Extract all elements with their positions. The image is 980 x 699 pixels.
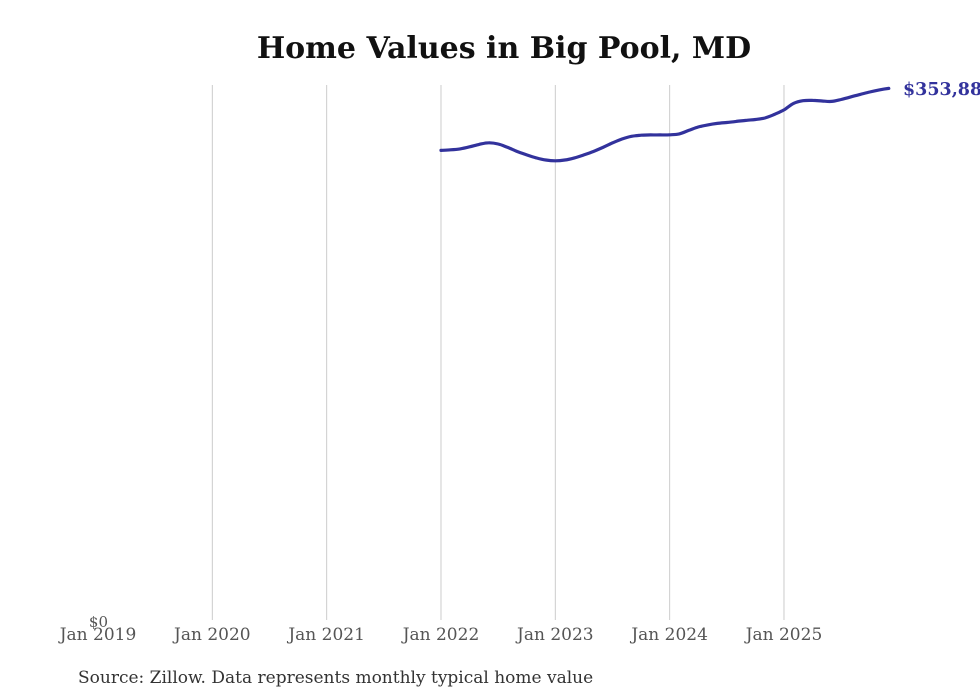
gridlines — [211, 85, 785, 620]
y-axis-zero-label: $0 — [89, 613, 108, 631]
x-axis-label: Jan 2025 — [744, 625, 823, 645]
x-axis-label: Jan 2020 — [172, 625, 251, 645]
source-note: Source: Zillow. Data represents monthly … — [78, 668, 593, 688]
x-axis-labels: Jan 2019 Jan 2020 Jan 2021 Jan 2022 Jan 2023… — [58, 625, 823, 645]
x-axis-label: Jan 2023 — [515, 625, 594, 645]
x-axis-label: Jan 2022 — [401, 625, 480, 645]
x-axis-label: Jan 2024 — [629, 625, 708, 645]
latest-value-label: $353,886 — [903, 80, 980, 100]
x-axis-label: Jan 2019 — [58, 625, 137, 645]
x-axis-label: Jan 2021 — [286, 625, 365, 645]
chart-title: Home Values in Big Pool, MD — [257, 31, 751, 66]
home-value-line — [439, 86, 891, 163]
